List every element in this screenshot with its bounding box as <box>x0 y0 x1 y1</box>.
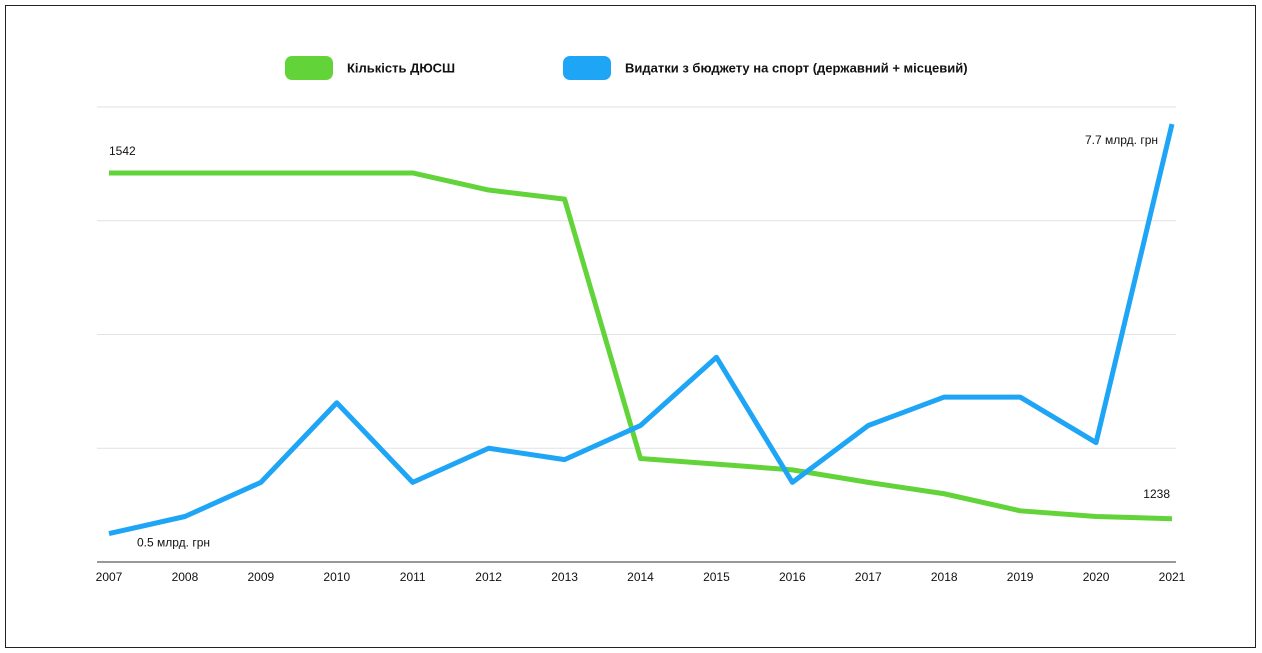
series-line <box>108 123 1175 537</box>
x-tick-label: 2012 <box>475 570 502 584</box>
legend-swatch <box>563 56 611 80</box>
x-tick-label: 2011 <box>400 570 426 584</box>
x-tick-label: 2014 <box>627 570 654 584</box>
x-tick-label: 2019 <box>1007 570 1034 584</box>
x-tick-label: 2016 <box>779 570 806 584</box>
x-tick-label: 2010 <box>323 570 350 584</box>
x-tick-label: 2017 <box>855 570 882 584</box>
legend-swatch <box>285 56 333 80</box>
data-label: 0.5 млрд. грн <box>137 536 210 550</box>
data-label: 1542 <box>109 144 136 158</box>
x-tick-label: 2008 <box>172 570 199 584</box>
frame <box>5 5 1256 648</box>
data-label: 7.7 млрд. грн <box>1085 133 1158 147</box>
data-label: 1238 <box>1143 487 1170 501</box>
x-tick-label: 2009 <box>248 570 275 584</box>
x-tick-label: 2015 <box>703 570 730 584</box>
x-tick-label: 2018 <box>931 570 958 584</box>
x-tick-label: 2020 <box>1083 570 1110 584</box>
x-tick-label: 2007 <box>96 570 123 584</box>
legend-label: Кількість ДЮСШ <box>347 60 455 75</box>
legend-label: Видатки з бюджету на спорт (державний + … <box>625 60 968 75</box>
x-tick-label: 2013 <box>551 570 578 584</box>
series-line <box>109 170 1173 522</box>
x-tick-label: 2021 <box>1159 570 1186 584</box>
